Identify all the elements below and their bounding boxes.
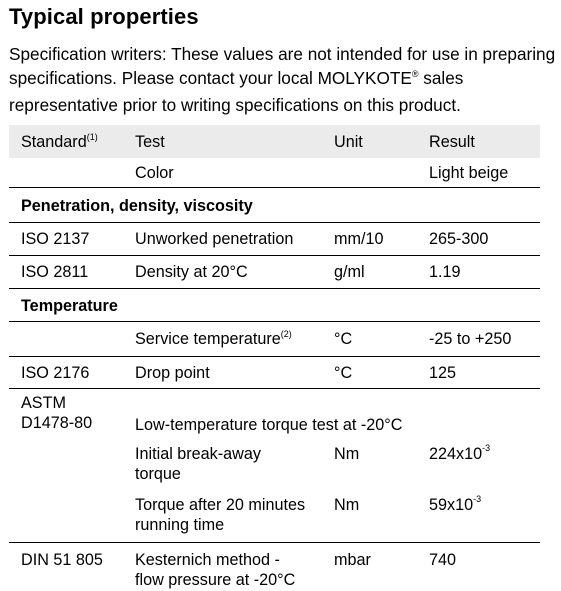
section-row-penetration: Penetration, density, viscosity <box>9 188 540 223</box>
result-torque-after: 59x10-3 <box>429 494 482 514</box>
section-title: Typical properties <box>9 4 199 29</box>
note-text: Specification writers: These values are … <box>9 44 556 88</box>
result-service-temperature: -25 to +250 <box>429 330 512 348</box>
section-heading-penetration: Penetration, density, viscosity <box>21 197 253 215</box>
test-kesternich-line2: flow pressure at -20°C <box>135 571 296 589</box>
standard-astm-line2: D1478-80 <box>21 414 93 432</box>
header-unit: Unit <box>334 133 363 151</box>
result-initial-breakaway-exponent: -3 <box>482 443 491 453</box>
test-kesternich-line1: Kesternich method - <box>135 551 280 569</box>
test-low-temperature-torque: Low-temperature torque test at -20°C <box>135 416 403 434</box>
test-color: Color <box>135 164 174 182</box>
result-iso2176: 125 <box>429 364 457 382</box>
header-test: Test <box>135 133 165 151</box>
service-footnote: (2) <box>280 329 292 339</box>
table-row-astm: ASTM D1478-80 Low-temperature torque tes… <box>9 389 540 543</box>
section-heading-temperature: Temperature <box>21 297 118 315</box>
test-initial-breakaway-line1: Initial break-away <box>135 445 261 463</box>
standard-din51805: DIN 51 805 <box>21 551 103 569</box>
test-drop-point: Drop point <box>135 364 210 382</box>
header-standard-footnote: (1) <box>86 132 98 142</box>
result-iso2811: 1.19 <box>429 263 461 281</box>
test-density: Density at 20°C <box>135 263 248 281</box>
unit-service-temperature: °C <box>334 330 353 348</box>
header-standard: Standard(1) <box>21 132 98 151</box>
test-torque-after-line2: running time <box>135 516 225 534</box>
unit-initial-breakaway: Nm <box>334 445 360 463</box>
result-iso2137: 265-300 <box>429 230 489 248</box>
table-row-iso2811: ISO 2811 Density at 20°C g/ml 1.19 <box>9 256 540 289</box>
table-row-din51805: DIN 51 805 Kesternich method - flow pres… <box>9 543 540 591</box>
note-text-continued: sales representative prior to writing sp… <box>9 68 464 115</box>
unit-iso2811: g/ml <box>334 263 365 281</box>
properties-table: Standard(1) Test Unit Result Color Light… <box>9 125 540 591</box>
header-result: Result <box>429 133 475 151</box>
registered-mark: ® <box>411 69 419 79</box>
test-unworked-penetration: Unworked penetration <box>135 230 294 248</box>
standard-iso2137: ISO 2137 <box>21 230 90 248</box>
test-torque-after-line1: Torque after 20 minutes <box>135 496 306 514</box>
result-color: Light beige <box>429 164 509 182</box>
result-initial-breakaway: 224x10-3 <box>429 443 491 463</box>
unit-iso2137: mm/10 <box>334 230 384 248</box>
specification-note: Specification writers: These values are … <box>9 42 561 117</box>
standard-astm-line1: ASTM <box>21 394 66 412</box>
table-row-iso2176: ISO 2176 Drop point °C 125 <box>9 357 540 389</box>
standard-iso2811: ISO 2811 <box>21 263 89 281</box>
table-row-color: Color Light beige <box>9 158 540 188</box>
table-row-service-temperature: Service temperature(2) °C -25 to +250 <box>9 322 540 357</box>
unit-din51805: mbar <box>334 551 371 569</box>
standard-iso2176: ISO 2176 <box>21 364 90 382</box>
table-header-row: Standard(1) Test Unit Result <box>9 125 540 158</box>
result-torque-after-exponent: -3 <box>473 494 482 504</box>
table-row-iso2137: ISO 2137 Unworked penetration mm/10 265-… <box>9 223 540 256</box>
section-row-temperature: Temperature <box>9 289 540 322</box>
unit-iso2176: °C <box>334 364 353 382</box>
result-din51805: 740 <box>429 551 457 569</box>
test-initial-breakaway-line2: torque <box>135 465 181 483</box>
unit-torque-after: Nm <box>334 496 360 514</box>
test-service-temperature: Service temperature(2) <box>135 329 292 348</box>
